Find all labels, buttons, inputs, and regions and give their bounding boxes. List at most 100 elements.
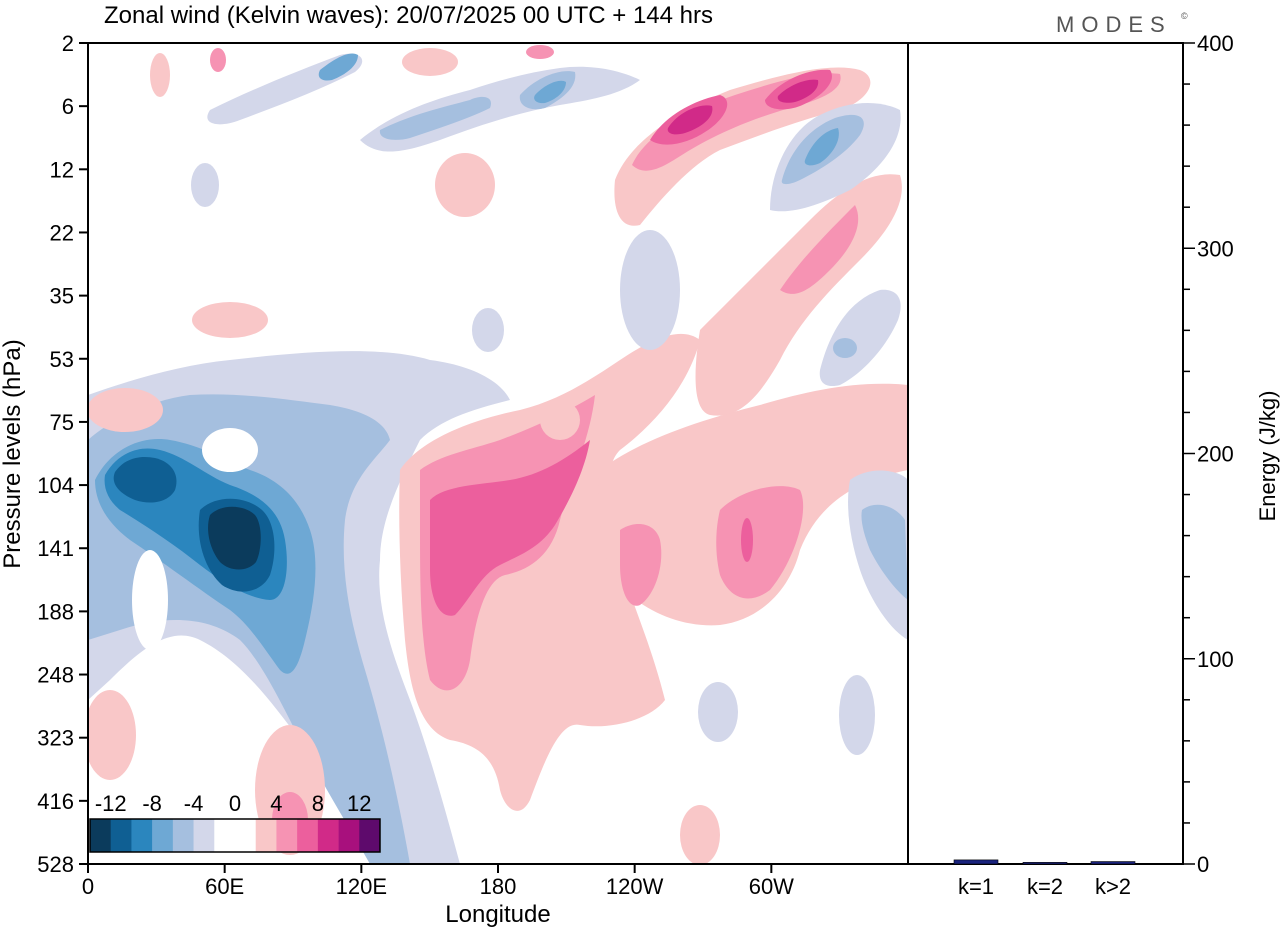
contour-neg-8-topleft xyxy=(318,53,358,81)
pressure-tick-label: 141 xyxy=(37,536,74,561)
colorbar: -12 -8 -4 0 4 8 12 xyxy=(89,791,381,853)
energy-tick-label: 200 xyxy=(1197,442,1234,467)
colorbar-swatch xyxy=(90,819,112,852)
energy-axis: 0 100 200 300 400 xyxy=(1183,31,1234,877)
heatmap-plot xyxy=(87,42,909,865)
colorbar-swatch xyxy=(317,819,339,852)
wind-contours xyxy=(88,45,908,864)
contour-neg-4-patch-l xyxy=(472,308,504,352)
energy-bar xyxy=(953,859,999,865)
pressure-tick-label: 248 xyxy=(37,663,74,688)
energy-bars: k=1 k=2 k>2 xyxy=(953,859,1136,899)
longitude-tick-label: 60W xyxy=(749,874,794,899)
colorbar-label: -12 xyxy=(95,791,127,816)
logo-mark: © xyxy=(1181,11,1188,21)
contour-pos-8-east-band xyxy=(780,205,859,294)
contour-pos-8-east xyxy=(716,486,804,599)
energy-tick-label: 300 xyxy=(1197,236,1234,261)
contour-neg-8-far-east xyxy=(861,504,908,600)
contour-pos-4-patch-f xyxy=(435,153,495,217)
energy-axis-label: Energy (J/kg) xyxy=(1255,391,1280,522)
pressure-axis: 2 6 12 22 35 53 75 104 141 188 248 323 416 528 xyxy=(37,31,88,877)
colorbar-swatch xyxy=(152,819,174,852)
contour-pos-16-upper1 xyxy=(667,105,713,135)
contour-pos-4-patch-b xyxy=(88,388,163,432)
colorbar-swatch xyxy=(131,819,153,852)
contour-pos-8-mid xyxy=(620,524,662,606)
energy-category-label: k>2 xyxy=(1095,874,1131,899)
colorbar-frame xyxy=(89,818,381,853)
longitude-tick-label: 180 xyxy=(480,874,517,899)
chart-title: Zonal wind (Kelvin waves): 20/07/2025 00… xyxy=(104,2,713,29)
longitude-tick-label: 120W xyxy=(606,874,664,899)
pressure-axis-label: Pressure levels (hPa) xyxy=(0,339,26,568)
contour-neg-8-east-mid xyxy=(833,338,857,358)
modes-logo: MODES xyxy=(1056,12,1172,37)
colorbar-label: 8 xyxy=(312,791,324,816)
contour-pos-4-patch-c xyxy=(88,690,136,780)
energy-tick-label: 400 xyxy=(1197,31,1234,56)
contour-pos-12-east xyxy=(741,518,753,562)
contour-pos-8-patch-n xyxy=(210,48,226,72)
colorbar-swatch xyxy=(276,819,298,852)
colorbar-swatch xyxy=(255,819,277,852)
energy-bar xyxy=(1090,861,1136,865)
energy-bar xyxy=(1022,862,1068,865)
colorbar-swatch xyxy=(193,819,215,852)
energy-tick-label: 100 xyxy=(1197,647,1234,672)
pressure-tick-label: 528 xyxy=(37,852,74,877)
colorbar-swatch xyxy=(297,819,319,852)
longitude-tick-label: 120E xyxy=(336,874,387,899)
contour-neg-4-east-mid xyxy=(819,289,901,387)
contour-pos-8-patch-m xyxy=(526,45,554,59)
energy-frame xyxy=(907,42,1184,865)
pressure-tick-label: 22 xyxy=(50,220,74,245)
colorbar-swatch xyxy=(110,819,132,852)
colorbar-swatch xyxy=(214,819,236,852)
colorbar-swatch xyxy=(338,819,360,852)
pressure-tick-label: 53 xyxy=(50,347,74,372)
contour-pos-4-patch-g xyxy=(540,400,580,440)
contour-neg-core xyxy=(208,506,261,570)
contour-pos-4-patch-e xyxy=(680,805,720,864)
contour-neg-12-upper2 xyxy=(534,80,566,104)
pressure-tick-label: 323 xyxy=(37,726,74,751)
contour-zero-hole-2 xyxy=(132,550,168,650)
colorbar-label: -4 xyxy=(184,791,204,816)
energy-bar-panel: k=1 k=2 k>2 0 100 200 300 400 Energy (J/kg) xyxy=(907,31,1280,899)
contour-neg-4-patch-h xyxy=(620,230,680,350)
pressure-tick-label: 35 xyxy=(50,284,74,309)
pressure-tick-label: 6 xyxy=(62,94,74,119)
contour-neg-4-patch-j xyxy=(839,675,875,755)
contour-neg-12-east xyxy=(804,128,839,166)
pressure-tick-label: 12 xyxy=(50,157,74,182)
energy-tick-label: 0 xyxy=(1197,852,1209,877)
colorbar-label: 12 xyxy=(347,791,371,816)
energy-category-label: k=2 xyxy=(1027,874,1063,899)
colorbar-label: 4 xyxy=(270,791,282,816)
longitude-tick-label: 60E xyxy=(205,874,244,899)
colorbar-label: -8 xyxy=(142,791,162,816)
contour-pos-4-patch-o xyxy=(150,53,170,97)
pressure-tick-label: 104 xyxy=(37,473,74,498)
contour-pos-12-main xyxy=(430,440,590,616)
contour-zero-hole xyxy=(202,428,258,472)
contour-neg-20 xyxy=(113,456,177,503)
colorbar-swatch xyxy=(235,819,257,852)
pressure-tick-label: 416 xyxy=(37,789,74,814)
longitude-axis: 0 60E 120E 180 120W 60W xyxy=(82,864,794,899)
longitude-axis-label: Longitude xyxy=(445,901,550,928)
colorbar-label: 0 xyxy=(229,791,241,816)
energy-category-label: k=1 xyxy=(958,874,994,899)
contour-pos-4-upper1 xyxy=(614,67,871,226)
contour-neg-4-patch-k xyxy=(191,163,219,207)
pressure-tick-label: 2 xyxy=(62,31,74,56)
contour-neg-8-upper xyxy=(379,96,491,140)
longitude-tick-label: 0 xyxy=(82,874,94,899)
colorbar-swatch xyxy=(359,819,381,852)
pressure-tick-label: 75 xyxy=(50,410,74,435)
contour-pos-16-upper2 xyxy=(777,79,819,103)
pressure-tick-label: 188 xyxy=(37,599,74,624)
colorbar-swatch xyxy=(172,819,194,852)
